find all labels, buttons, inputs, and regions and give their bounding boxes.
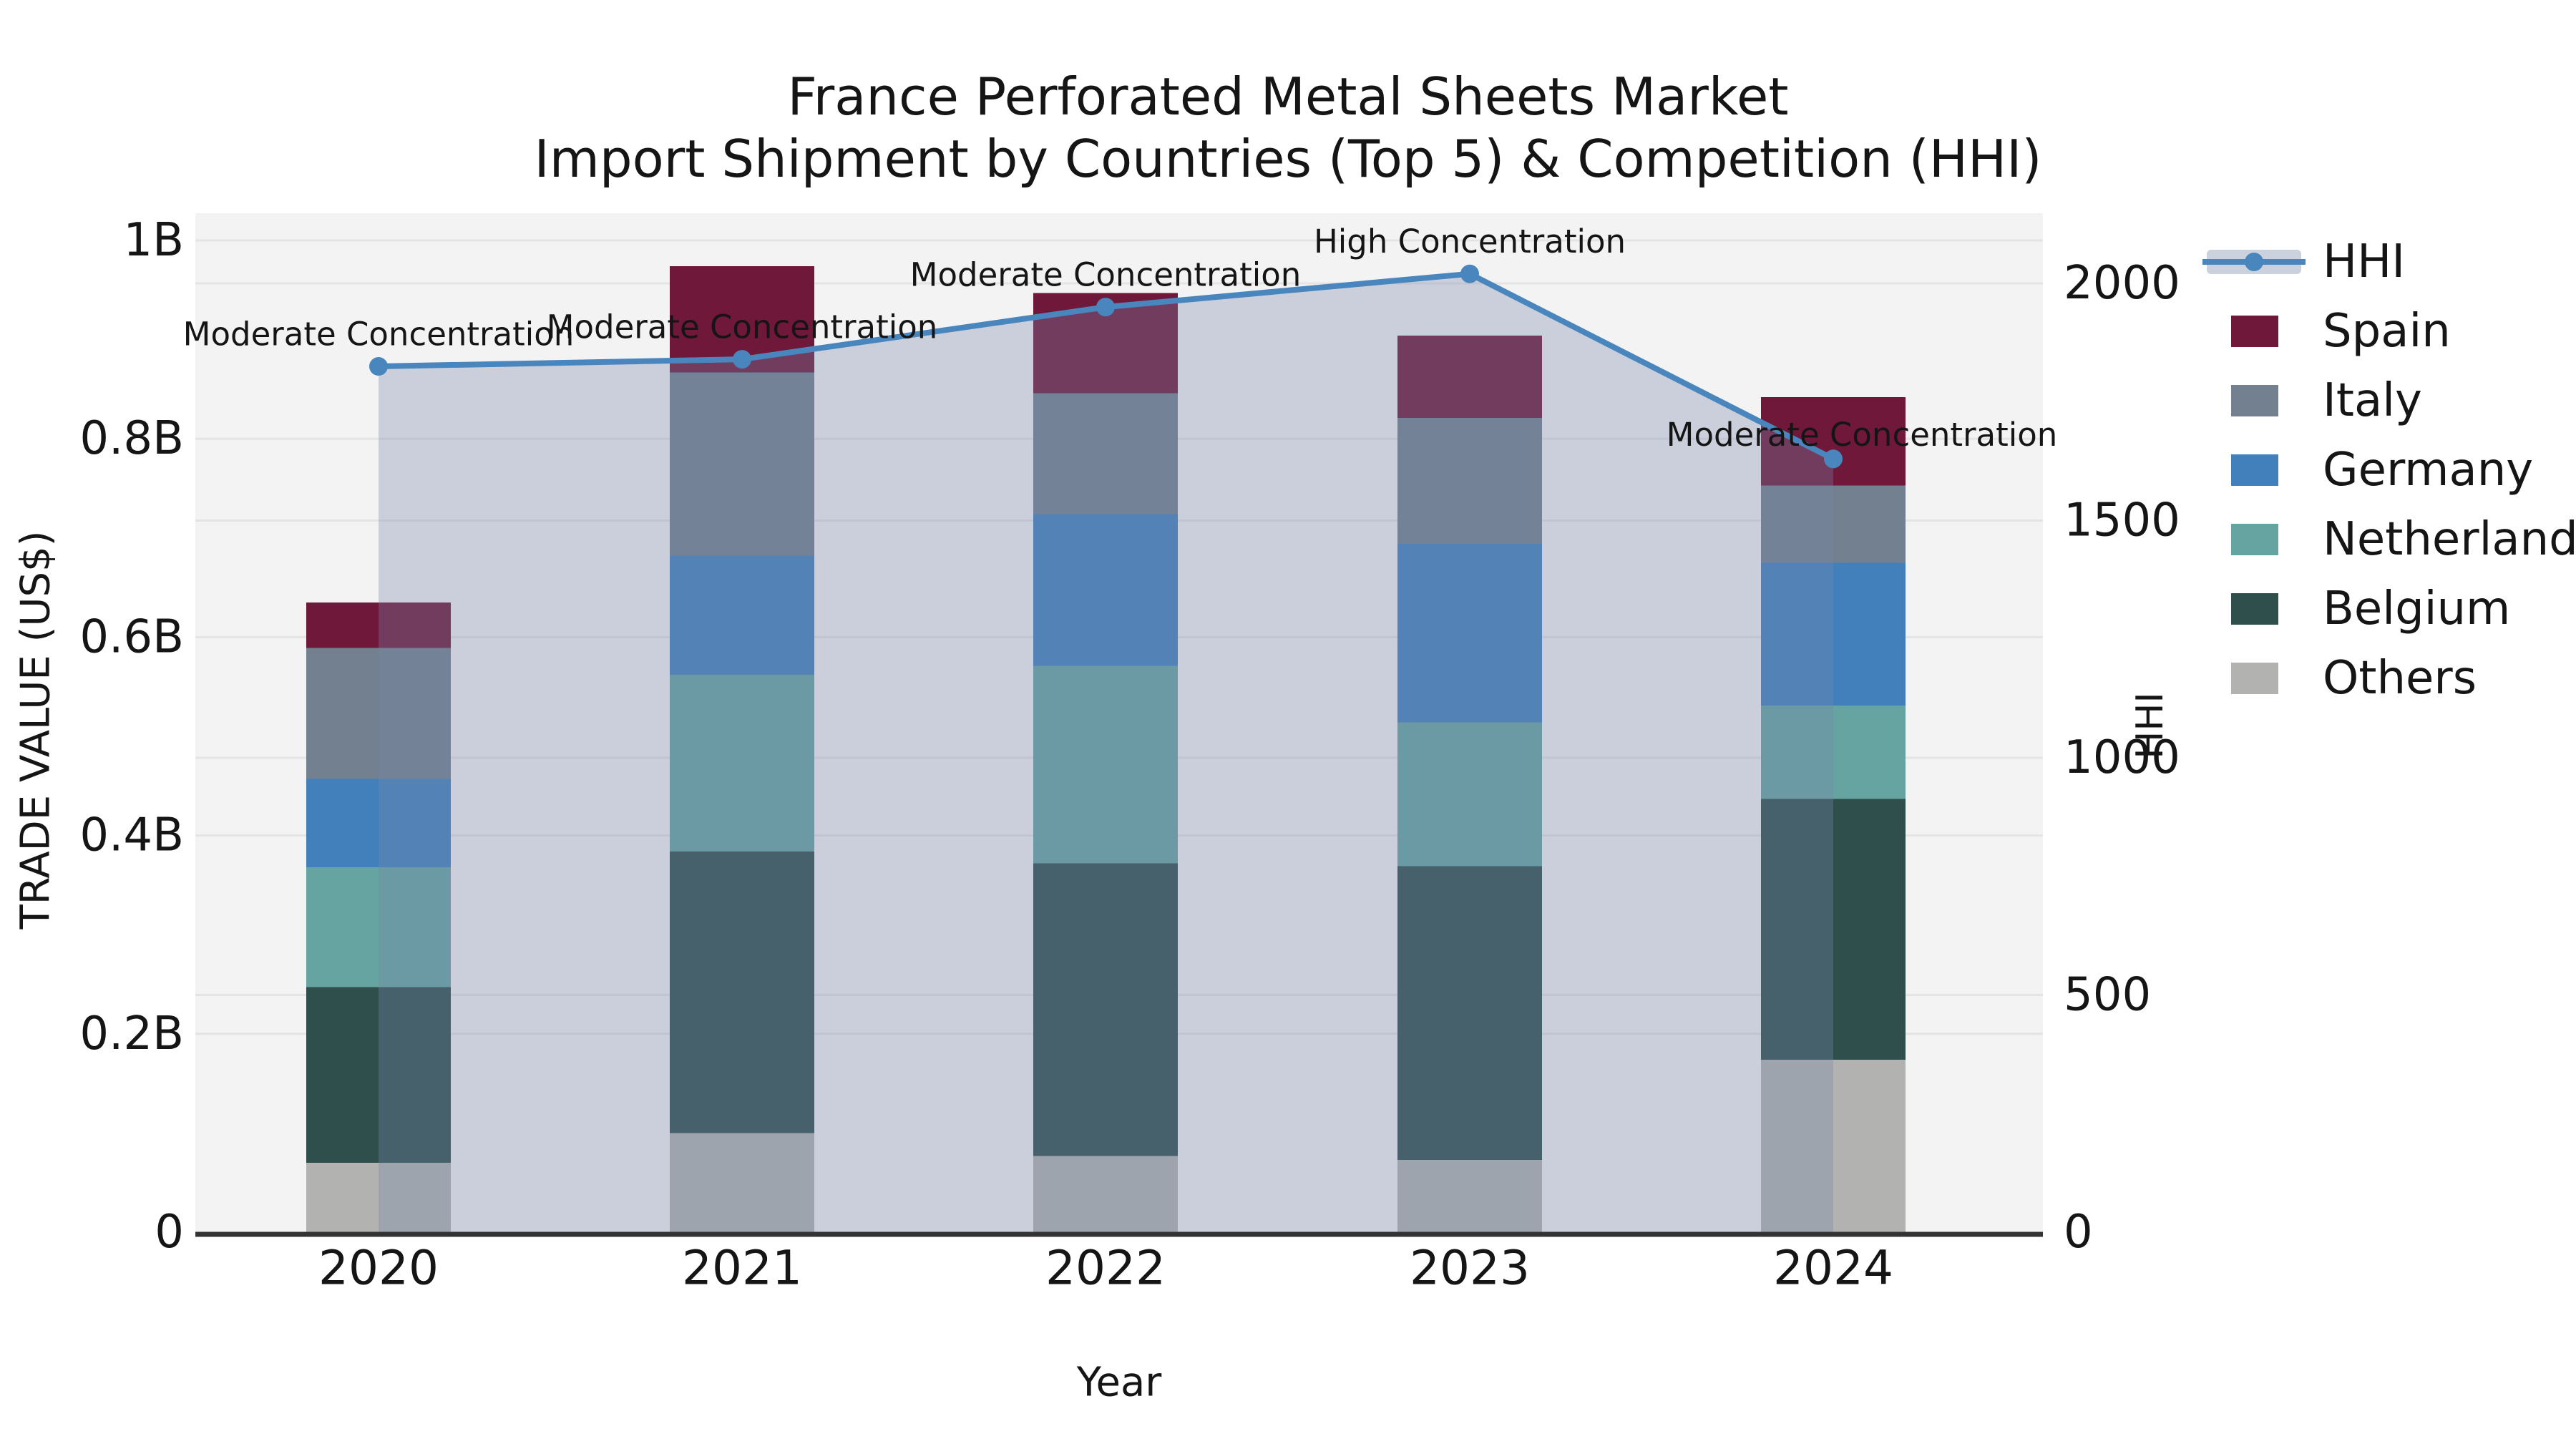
y-left-tick-0: 0 [155,1206,184,1259]
y-right-tick-1000: 1000 [2064,731,2180,784]
x-tick-2021: 2021 [682,1241,802,1296]
annotation-2021: Moderate Concentration [547,308,938,346]
legend-label-italy: Italy [2323,374,2422,427]
legend-item-belgium: Belgium [2231,582,2510,635]
y-left-tick-0.6B: 0.6B [79,610,184,663]
bar-segment-italy-2021 [670,372,814,556]
chart-title-line1: France Perforated Metal Sheets Market [787,67,1788,127]
x-axis-title: Year [1076,1360,1163,1406]
legend-item-germany: Germany [2231,444,2533,497]
hhi-marker-2023 [1460,264,1479,283]
bar-segment-italy-2020 [306,648,451,779]
legend-label-belgium: Belgium [2323,582,2510,635]
legend-item-spain: Spain [2231,305,2451,358]
y-right-tick-2000: 2000 [2064,257,2180,310]
annotation-2022: Moderate Concentration [910,256,1302,294]
x-tick-2020: 2020 [318,1241,439,1296]
bar-segment-others-2020 [306,1162,451,1232]
bar-segment-spain-2020 [306,602,451,648]
y-left-tick-0.2B: 0.2B [79,1008,184,1060]
bar-segment-germany-2024 [1761,562,1906,706]
bar-segment-germany-2022 [1033,514,1178,666]
bar-segment-germany-2023 [1397,544,1542,723]
hhi-marker-2022 [1096,298,1115,317]
stacked-bars [306,266,1906,1232]
legend-swatch-spain [2231,316,2278,347]
annotation-2020: Moderate Concentration [183,316,575,353]
hhi-marker-2021 [733,350,751,369]
bar-segment-others-2023 [1397,1159,1542,1232]
legend-item-italy: Italy [2231,374,2422,427]
y-left-tick-1B: 1B [123,214,184,267]
bar-segment-others-2024 [1761,1059,1906,1232]
bar-segment-spain-2024 [1761,396,1906,486]
bar-segment-germany-2021 [670,555,814,675]
x-tick-2022: 2022 [1045,1241,1166,1296]
legend-item-netherlands: Netherlands [2231,513,2576,566]
legend-item-others: Others [2231,652,2477,705]
bar-segment-others-2022 [1033,1156,1178,1232]
legend-label-hhi: HHI [2323,235,2405,288]
bar-segment-belgium-2021 [670,851,814,1133]
legend-label-germany: Germany [2323,444,2533,497]
hhi-area-polygon [379,273,1833,1232]
bar-segment-netherlands-2024 [1761,706,1906,799]
legend-swatch-italy [2231,385,2278,416]
bar-segment-others-2021 [670,1133,814,1232]
bar-segment-italy-2024 [1761,485,1906,563]
bar-segment-belgium-2020 [306,987,451,1163]
x-tick-2024: 2024 [1773,1241,1893,1296]
bar-segment-netherlands-2021 [670,675,814,852]
axis-ticks: 0 0.2B 0.4B 0.6B 0.8B 1B 0 500 1000 1500 2000 2020 2… [79,214,2180,1296]
chart-title-line2: Import Shipment by Countries (Top 5) & C… [535,129,2042,189]
bar-segment-spain-2023 [1397,336,1542,419]
y-right-tick-500: 500 [2064,969,2151,1022]
hhi-line [369,264,1843,469]
y-left-axis-title: TRADE VALUE (US$) [13,531,59,930]
legend-swatch-belgium [2231,593,2278,625]
hhi-marker-2024 [1824,449,1843,469]
bar-segment-belgium-2024 [1761,799,1906,1060]
y-right-tick-1500: 1500 [2064,494,2180,547]
bar-segment-italy-2023 [1397,418,1542,545]
legend-swatch-netherlands [2231,524,2278,555]
bar-segment-belgium-2022 [1033,863,1178,1156]
bar-segment-belgium-2023 [1397,866,1542,1160]
legend-item-hhi: HHI [2202,235,2405,288]
legend-swatch-germany [2231,454,2278,486]
legend-hhi-marker [2245,253,2263,271]
legend-label-spain: Spain [2323,305,2451,358]
y-right-axis-title: HHI [2129,692,2172,759]
bar-segment-germany-2020 [306,779,451,867]
legend-label-others: Others [2323,652,2477,705]
y-left-tick-0.4B: 0.4B [79,809,184,862]
y-right-tick-0: 0 [2064,1206,2093,1259]
legend-swatch-others [2231,663,2278,694]
y-left-tick-0.8B: 0.8B [79,412,184,465]
legend: HHI Spain Italy Germany Netherlands Belgium Ot… [2202,235,2576,705]
bar-segment-italy-2022 [1033,393,1178,514]
x-tick-2023: 2023 [1410,1241,1530,1296]
hhi-area-fill [379,273,1833,1232]
annotation-2023: High Concentration [1314,223,1626,260]
bar-segment-netherlands-2023 [1397,722,1542,867]
annotation-2024: Moderate Concentration [1667,416,2058,454]
bar-segment-netherlands-2022 [1033,665,1178,864]
hhi-marker-2020 [369,357,388,376]
bar-segment-netherlands-2020 [306,867,451,987]
legend-label-netherlands: Netherlands [2323,513,2576,566]
